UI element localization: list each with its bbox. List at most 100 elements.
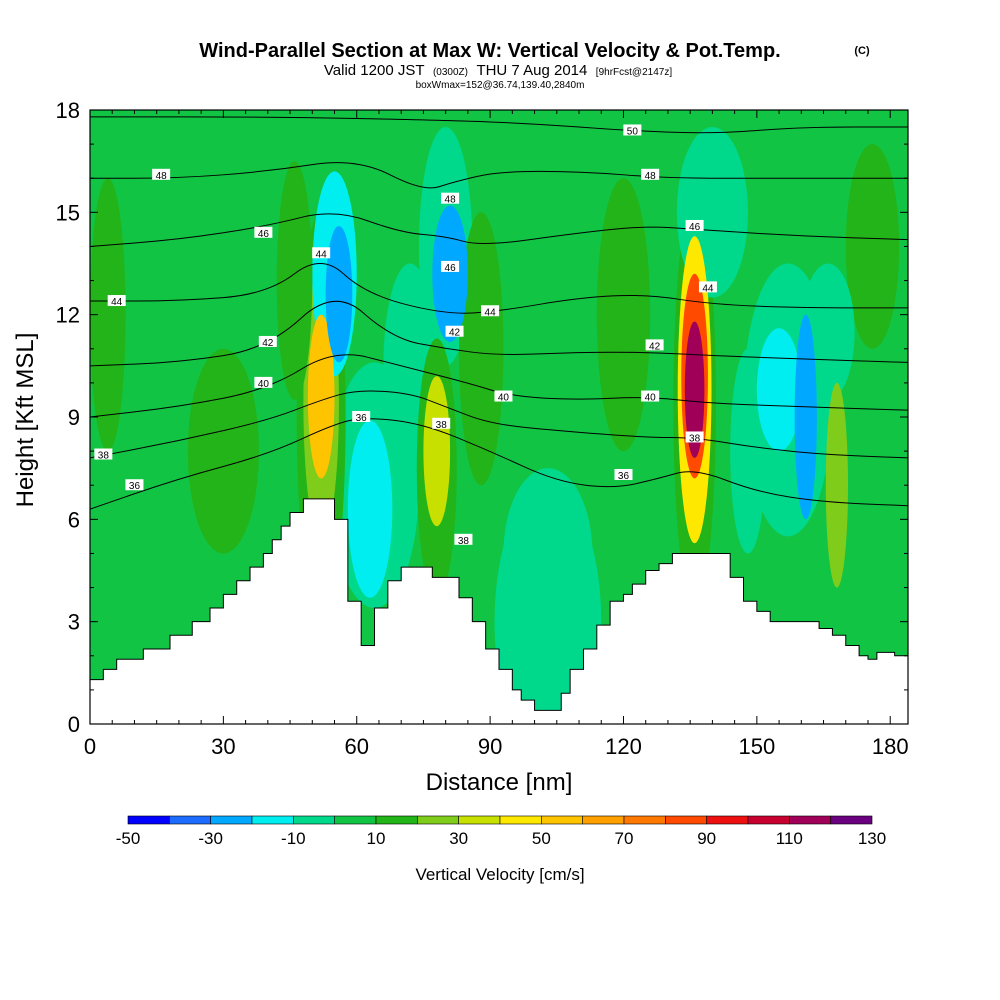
x-tick-label: 120 (605, 734, 642, 759)
contour-label-box (685, 219, 704, 231)
colorbar-swatch (747, 815, 790, 825)
colorbar-swatch (127, 815, 170, 825)
colorbar-swatch (830, 815, 873, 825)
colorbar-swatch (417, 815, 459, 825)
theta-contour-44 (90, 263, 908, 314)
plot-area: 3638404244464844364846424438403836404238… (56, 98, 909, 759)
contour-label-box (312, 247, 331, 259)
contour-label: 46 (445, 263, 457, 274)
chart-title: Wind-Parallel Section at Max W: Vertical… (199, 40, 780, 62)
colorbar-swatch (169, 815, 211, 825)
contour-label: 44 (316, 249, 328, 260)
contour-label-box (645, 339, 664, 351)
contour-label-box (432, 417, 451, 429)
contour-label: 36 (618, 471, 630, 482)
y-tick-label: 15 (56, 200, 80, 225)
terrain (90, 498, 908, 724)
contour-label: 46 (258, 229, 270, 240)
forecast-info: [9hrFcst@2147z] (596, 67, 673, 78)
contour-label: 36 (129, 481, 141, 492)
contour-label: 50 (627, 126, 639, 137)
colorbar-swatch (582, 815, 625, 825)
contour-label-box (441, 260, 460, 272)
velocity-cell (130, 110, 184, 298)
theta-contour-50 (90, 116, 908, 134)
velocity-cell (756, 328, 802, 452)
y-tick-label: 9 (68, 405, 80, 430)
velocity-cell (596, 178, 651, 452)
x-axis-ticks: 0 30 60 90 120 150 180 (84, 110, 909, 759)
contour-label: 44 (702, 283, 714, 294)
contour-label-box (107, 295, 126, 307)
colorbar-swatch (541, 815, 583, 825)
x-tick-label: 180 (872, 734, 909, 759)
colorbar-swatch (210, 815, 253, 825)
contour-label: 48 (156, 171, 168, 182)
velocity-cell (276, 161, 313, 400)
contour-label-box (623, 124, 642, 136)
contour-label-box (254, 226, 273, 238)
contour-label: 40 (258, 379, 270, 390)
velocity-cell (794, 314, 817, 520)
theta-contour-48 (90, 162, 908, 189)
valid-date: THU 7 Aug 2014 (476, 62, 587, 79)
contour-label: 38 (436, 420, 448, 431)
y-tick-label: 12 (56, 303, 80, 328)
colorbar-tick-label: 70 (615, 829, 634, 848)
contour-label-box (352, 411, 371, 422)
contour-label: 42 (449, 328, 461, 339)
theta-contour-38 (90, 390, 908, 459)
colorbar-swatch (623, 815, 666, 825)
velocity-cell (825, 382, 848, 588)
velocity-cell (458, 212, 504, 486)
contour-label: 42 (649, 341, 661, 352)
contour-label: 48 (445, 195, 457, 206)
y-axis-label: Height [Kft MSL] (12, 333, 39, 508)
vertical-velocity-field (90, 110, 908, 724)
contour-label: 38 (98, 451, 110, 462)
contour-label-box (94, 448, 113, 460)
contour-label-box (614, 468, 633, 480)
colorbar-tick-label: 130 (858, 829, 886, 848)
velocity-cell (325, 225, 353, 363)
velocity-cell (347, 420, 393, 598)
contour-label-box (258, 335, 277, 347)
colorbar: -50 -30 -10 10 30 50 70 90 110 130 (116, 815, 886, 848)
velocity-cell (423, 376, 451, 527)
x-tick-label: 30 (211, 734, 235, 759)
colorbar-swatch (458, 815, 501, 825)
contour-label-box (254, 376, 273, 388)
x-tick-label: 90 (478, 734, 502, 759)
contour-label-box (481, 305, 500, 317)
colorbar-swatch (706, 815, 749, 825)
y-tick-label: 0 (68, 712, 80, 737)
y-axis-ticks: 0 36 9 12 15 18 (56, 98, 908, 737)
y-tick-label: 3 (68, 610, 80, 635)
contour-label-box (641, 168, 660, 180)
colorbar-swatch (665, 815, 707, 825)
colorbar-swatch (499, 815, 542, 825)
contour-label-box (494, 390, 513, 402)
terrain-mask (90, 498, 908, 724)
x-tick-label: 150 (738, 734, 775, 759)
chart-title-mark: (C) (854, 45, 870, 57)
contour-label-box (698, 281, 717, 293)
contour-label-box (685, 431, 704, 443)
velocity-cell (845, 144, 900, 349)
colorbar-swatch (251, 815, 294, 825)
y-tick-label: 18 (56, 98, 80, 123)
colorbar-tick-label: -10 (281, 829, 306, 848)
colorbar-tick-label: 90 (697, 829, 716, 848)
colorbar-swatch (334, 815, 377, 825)
theta-contour-42 (90, 300, 908, 367)
contour-label-box (454, 533, 473, 545)
velocity-cell (187, 348, 259, 554)
contour-label-box (441, 192, 460, 204)
valid-utc: (0300Z) (433, 67, 468, 78)
valid-line: Valid 1200 JST (0300Z) THU 7 Aug 2014 [9… (324, 62, 672, 79)
x-tick-label: 60 (344, 734, 368, 759)
theta-contours (90, 116, 908, 510)
colorbar-tick-label: 50 (532, 829, 551, 848)
contour-label: 40 (498, 393, 510, 404)
